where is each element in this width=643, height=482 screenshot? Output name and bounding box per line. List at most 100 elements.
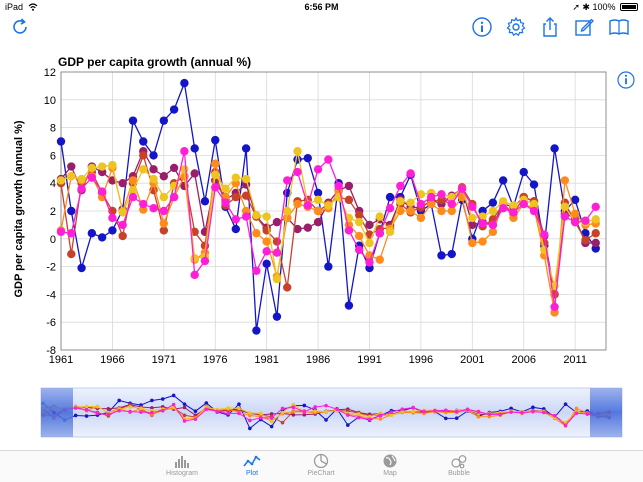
data-point[interactable] — [478, 219, 487, 228]
data-point[interactable] — [200, 256, 210, 266]
data-point[interactable] — [570, 217, 580, 227]
data-point[interactable] — [128, 185, 138, 195]
data-point[interactable] — [283, 213, 292, 223]
data-point[interactable] — [87, 229, 97, 238]
data-point[interactable] — [293, 199, 302, 209]
data-point[interactable] — [498, 197, 508, 206]
data-point[interactable] — [241, 212, 251, 221]
gear-icon[interactable] — [505, 16, 527, 38]
data-point[interactable] — [591, 202, 600, 212]
data-point[interactable] — [591, 229, 600, 238]
data-point[interactable] — [355, 217, 364, 227]
data-point[interactable] — [293, 167, 302, 177]
data-point[interactable] — [519, 167, 528, 177]
data-point[interactable] — [159, 226, 169, 235]
data-point[interactable] — [118, 208, 127, 217]
data-point[interactable] — [509, 208, 518, 217]
data-point[interactable] — [118, 231, 127, 241]
data-point[interactable] — [252, 210, 261, 220]
data-point[interactable] — [334, 181, 343, 191]
data-point[interactable] — [447, 206, 456, 216]
data-point[interactable] — [159, 172, 169, 181]
data-point[interactable] — [560, 176, 570, 185]
data-point[interactable] — [77, 174, 86, 184]
navigator-handle-right[interactable] — [590, 388, 622, 437]
data-point[interactable] — [468, 238, 477, 248]
data-point[interactable] — [262, 259, 271, 269]
data-point[interactable] — [303, 223, 312, 232]
data-point[interactable] — [365, 220, 374, 230]
data-point[interactable] — [457, 184, 467, 193]
data-point[interactable] — [313, 217, 323, 227]
data-point[interactable] — [509, 201, 518, 210]
data-point[interactable] — [550, 302, 559, 312]
data-point[interactable] — [128, 116, 138, 125]
data-point[interactable] — [416, 213, 426, 223]
tab-plot[interactable]: Plot — [222, 453, 282, 477]
data-point[interactable] — [478, 237, 487, 246]
data-point[interactable] — [529, 206, 539, 216]
data-point[interactable] — [406, 206, 415, 216]
data-point[interactable] — [396, 181, 405, 191]
data-point[interactable] — [108, 226, 117, 235]
data-point[interactable] — [344, 226, 354, 235]
data-point[interactable] — [591, 238, 600, 248]
data-point[interactable] — [313, 165, 323, 174]
data-point[interactable] — [355, 210, 364, 220]
data-point[interactable] — [67, 172, 76, 181]
data-point[interactable] — [252, 266, 261, 275]
data-point[interactable] — [488, 227, 498, 237]
range-navigator[interactable] — [40, 387, 623, 438]
data-point[interactable] — [221, 184, 230, 193]
data-point[interactable] — [190, 144, 199, 153]
data-point[interactable] — [468, 220, 477, 230]
data-point[interactable] — [293, 224, 302, 234]
data-point[interactable] — [437, 206, 446, 216]
data-point[interactable] — [437, 190, 446, 199]
data-point[interactable] — [519, 199, 528, 209]
data-point[interactable] — [344, 181, 354, 191]
data-point[interactable] — [200, 197, 210, 206]
data-point[interactable] — [283, 176, 292, 185]
data-point[interactable] — [97, 162, 107, 171]
data-point[interactable] — [108, 213, 117, 223]
data-point[interactable] — [581, 235, 590, 245]
edit-icon[interactable] — [573, 16, 595, 38]
data-point[interactable] — [498, 204, 508, 213]
data-point[interactable] — [272, 312, 282, 321]
data-point[interactable] — [169, 192, 179, 202]
data-point[interactable] — [355, 245, 364, 255]
data-point[interactable] — [231, 215, 241, 224]
data-point[interactable] — [283, 206, 292, 216]
data-point[interactable] — [169, 163, 179, 173]
data-point[interactable] — [591, 215, 600, 224]
data-point[interactable] — [241, 144, 251, 153]
book-icon[interactable] — [608, 16, 630, 38]
data-point[interactable] — [128, 176, 138, 185]
data-point[interactable] — [159, 192, 169, 202]
data-point[interactable] — [447, 192, 456, 202]
data-point[interactable] — [262, 237, 271, 246]
data-point[interactable] — [262, 212, 271, 221]
data-point[interactable] — [406, 169, 415, 178]
data-point[interactable] — [478, 212, 487, 221]
data-point[interactable] — [190, 270, 199, 280]
tab-piechart[interactable]: PieChart — [291, 453, 351, 477]
data-point[interactable] — [67, 206, 76, 216]
tab-bubble[interactable]: Bubble — [429, 453, 489, 477]
data-point[interactable] — [426, 192, 436, 202]
data-point[interactable] — [313, 206, 323, 216]
data-point[interactable] — [149, 165, 158, 174]
data-point[interactable] — [365, 238, 374, 248]
data-point[interactable] — [437, 251, 446, 260]
data-point[interactable] — [128, 192, 138, 202]
data-point[interactable] — [149, 151, 158, 160]
tab-histogram[interactable]: Histogram — [152, 453, 212, 477]
data-point[interactable] — [252, 229, 261, 238]
data-point[interactable] — [56, 137, 66, 146]
data-point[interactable] — [293, 147, 302, 156]
data-point[interactable] — [375, 255, 384, 264]
data-point[interactable] — [303, 201, 312, 210]
data-point[interactable] — [108, 160, 117, 170]
data-point[interactable] — [488, 206, 498, 216]
